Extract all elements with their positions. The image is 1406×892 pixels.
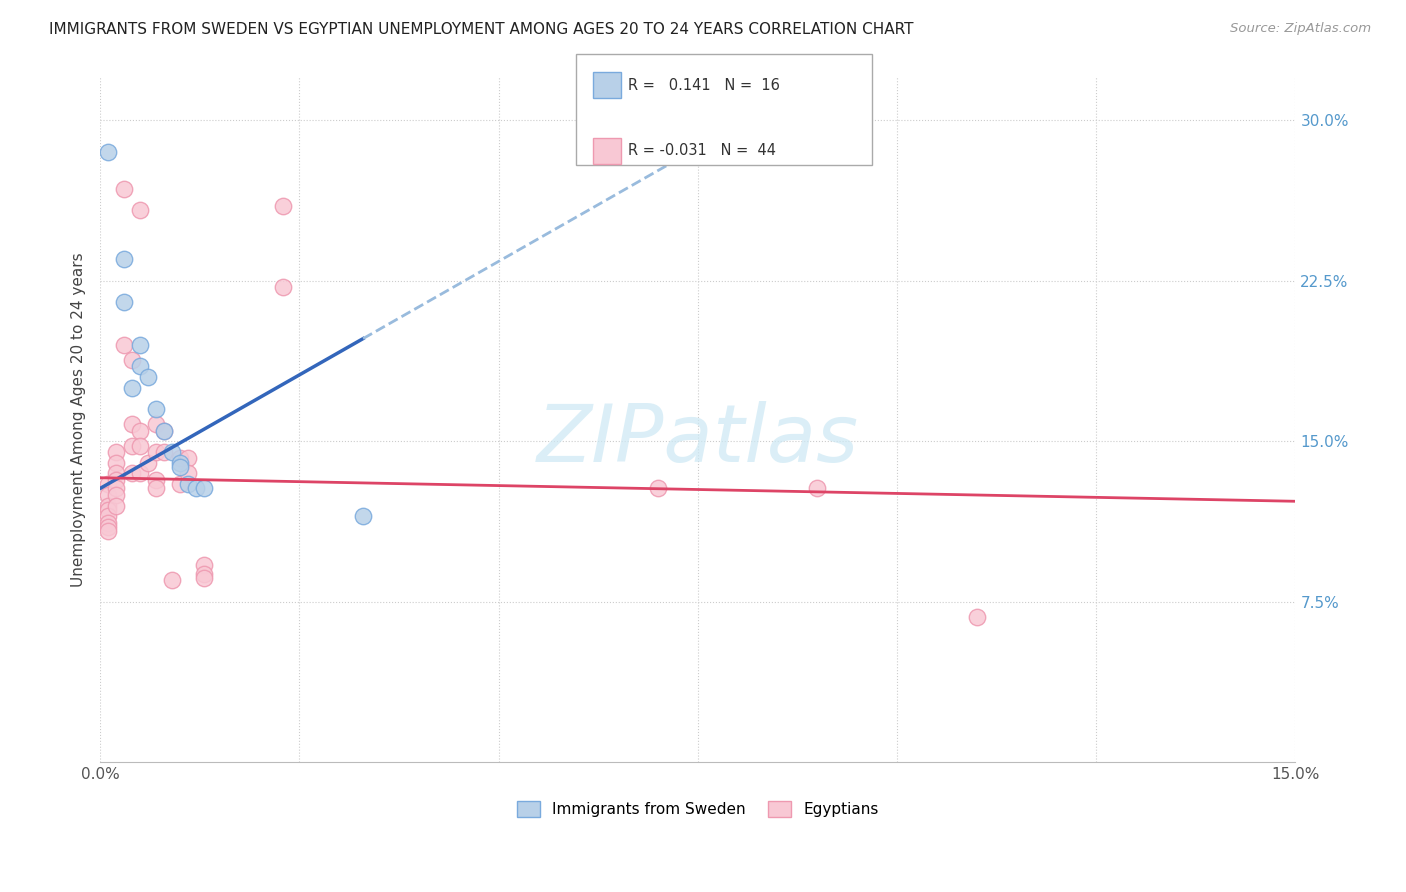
Point bbox=[177, 451, 200, 466]
Point bbox=[153, 424, 176, 438]
Text: IMMIGRANTS FROM SWEDEN VS EGYPTIAN UNEMPLOYMENT AMONG AGES 20 TO 24 YEARS CORREL: IMMIGRANTS FROM SWEDEN VS EGYPTIAN UNEMP… bbox=[49, 22, 914, 37]
Point bbox=[97, 516, 120, 530]
Point bbox=[129, 203, 152, 218]
Point bbox=[169, 460, 191, 475]
Point bbox=[129, 359, 152, 374]
Point bbox=[105, 456, 128, 470]
Point bbox=[121, 439, 143, 453]
Point bbox=[145, 445, 167, 459]
Point bbox=[169, 456, 191, 470]
Point bbox=[273, 199, 295, 213]
Point bbox=[153, 445, 176, 459]
Text: ZIPatlas: ZIPatlas bbox=[537, 401, 859, 480]
Point bbox=[129, 424, 152, 438]
Point bbox=[352, 509, 374, 524]
Point bbox=[273, 280, 295, 294]
Point bbox=[105, 499, 128, 513]
Point bbox=[136, 456, 159, 470]
Point bbox=[97, 509, 120, 524]
Point bbox=[112, 252, 135, 267]
Point bbox=[145, 402, 167, 417]
Point bbox=[105, 482, 128, 496]
Point bbox=[169, 451, 191, 466]
Point bbox=[121, 381, 143, 395]
Point bbox=[160, 574, 183, 588]
Point bbox=[129, 439, 152, 453]
Text: R = -0.031   N =  44: R = -0.031 N = 44 bbox=[628, 143, 776, 158]
Point bbox=[97, 503, 120, 517]
Text: Source: ZipAtlas.com: Source: ZipAtlas.com bbox=[1230, 22, 1371, 36]
Point bbox=[129, 467, 152, 481]
Point bbox=[193, 571, 215, 585]
Point bbox=[112, 182, 135, 196]
Point bbox=[97, 520, 120, 534]
Point bbox=[647, 482, 669, 496]
Point bbox=[97, 488, 120, 502]
Point bbox=[121, 467, 143, 481]
Point bbox=[129, 338, 152, 352]
Point bbox=[145, 417, 167, 432]
Point bbox=[97, 499, 120, 513]
Point bbox=[97, 145, 120, 160]
Legend: Immigrants from Sweden, Egyptians: Immigrants from Sweden, Egyptians bbox=[510, 795, 884, 823]
Point bbox=[105, 488, 128, 502]
Point bbox=[177, 477, 200, 491]
Point bbox=[121, 417, 143, 432]
Point bbox=[105, 467, 128, 481]
Point bbox=[97, 477, 120, 491]
Point bbox=[193, 558, 215, 573]
Point bbox=[145, 473, 167, 487]
Point bbox=[153, 424, 176, 438]
Point bbox=[97, 524, 120, 539]
Point bbox=[105, 473, 128, 487]
Point bbox=[145, 482, 167, 496]
Point bbox=[112, 295, 135, 310]
Point bbox=[966, 610, 988, 624]
Point bbox=[806, 482, 828, 496]
Point bbox=[121, 353, 143, 368]
Point bbox=[177, 467, 200, 481]
Point bbox=[160, 445, 183, 459]
Point bbox=[136, 370, 159, 384]
Y-axis label: Unemployment Among Ages 20 to 24 years: Unemployment Among Ages 20 to 24 years bbox=[72, 252, 86, 587]
Point bbox=[169, 477, 191, 491]
Text: R =   0.141   N =  16: R = 0.141 N = 16 bbox=[628, 78, 780, 93]
Point bbox=[184, 482, 207, 496]
Point bbox=[105, 445, 128, 459]
Point bbox=[193, 567, 215, 582]
Point bbox=[112, 338, 135, 352]
Point bbox=[193, 482, 215, 496]
